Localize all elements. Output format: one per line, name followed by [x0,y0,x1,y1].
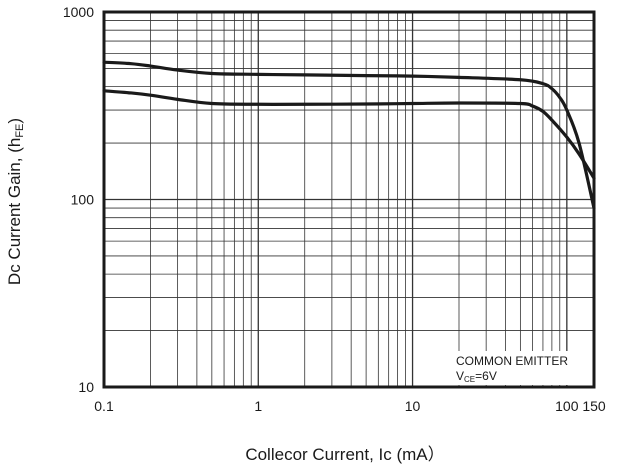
grid [104,12,594,387]
x-tick-label: 100 [555,398,579,414]
x-axis-label: Collecor Current, Ic (mA） [245,445,444,464]
series-group [102,60,596,210]
y-tick-label: 100 [71,192,95,208]
x-tick-label: 1 [254,398,262,414]
annotation-vce-suffix: =6V [475,369,497,383]
x-tick-label: 0.1 [94,398,114,414]
plot-frame [102,10,596,389]
annotation-line-2: VCE=6V [456,369,497,384]
y-axis-label: Dc Current Gain, (hFE) [5,118,26,285]
annotation-vce-prefix: V [456,369,464,383]
y-axis-label-close: ) [5,118,24,124]
x-tick-label: 10 [405,398,421,414]
series-line-2 [102,89,596,180]
annotation-vce-subscript: CE [464,375,475,384]
annotation-background [453,351,592,385]
y-axis-label-subscript: FE [14,124,26,138]
y-axis-label-main: Dc Current Gain, (h [5,138,24,285]
annotation-box: COMMON EMITTER VCE=6V [453,351,592,385]
y-tick-label: 10 [78,379,94,395]
annotation-line-1: COMMON EMITTER [456,354,568,368]
series-line-1 [102,60,596,210]
y-tick-label: 1000 [63,4,94,20]
x-tick-label: 150 [582,398,606,414]
